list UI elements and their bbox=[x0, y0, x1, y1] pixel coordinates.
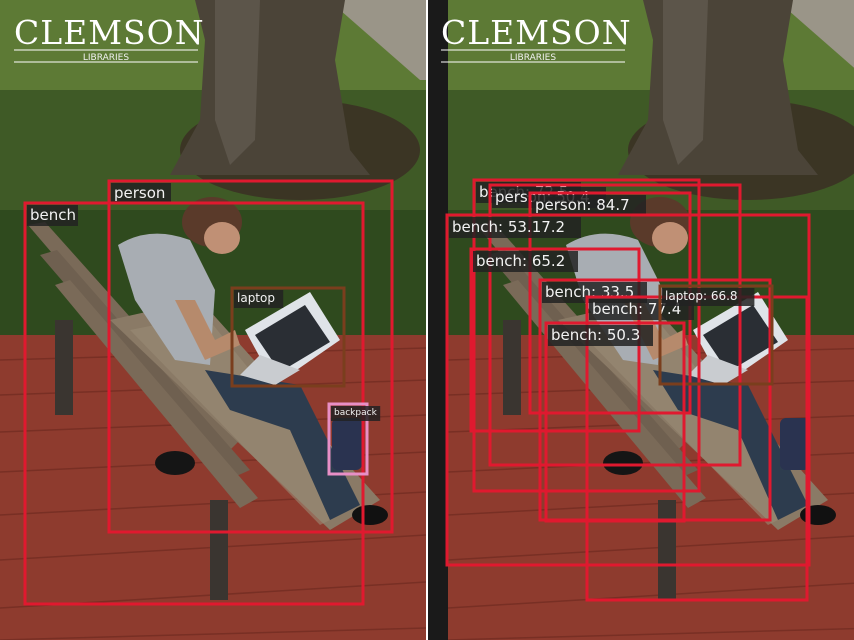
right-detection-label-bg-2 bbox=[532, 195, 646, 216]
left-detection-label-bg-2 bbox=[234, 290, 284, 308]
left-detection-label-1: bench bbox=[30, 206, 76, 224]
left-detections: person bench laptop backpack bbox=[23, 179, 394, 606]
right-detection-label-bg-7 bbox=[662, 288, 755, 306]
right-detection-label-4: bench: 65.2 bbox=[476, 252, 565, 270]
svg-text:LIBRARIES: LIBRARIES bbox=[510, 53, 556, 63]
left-detection-label-2: laptop bbox=[237, 291, 275, 305]
right-detection-label-bg-3 bbox=[449, 217, 581, 238]
left-detection-label-0: person bbox=[114, 184, 165, 202]
right-detection-label-bg-8 bbox=[548, 325, 653, 346]
left-detection-box-2 bbox=[230, 286, 346, 388]
right-detection-box-3 bbox=[445, 213, 811, 567]
right-detections: bench: 72.5person: 50.4person: 84.7bench… bbox=[445, 178, 811, 602]
right-detection-label-bg-4 bbox=[473, 251, 578, 272]
svg-text:CLEMSON: CLEMSON bbox=[14, 13, 205, 52]
left-detection-box-3 bbox=[327, 402, 369, 476]
right-detection-label-7: laptop: 66.8 bbox=[665, 289, 738, 303]
left-detection-label-bg-3 bbox=[331, 406, 381, 421]
right-detection-box-8 bbox=[544, 321, 686, 523]
panel-divider bbox=[426, 0, 428, 640]
left-detection-box-0 bbox=[107, 179, 394, 534]
clemson-logo-left: CLEMSON LIBRARIES bbox=[14, 13, 205, 63]
svg-text:LIBRARIES: LIBRARIES bbox=[83, 53, 129, 63]
right-detection-label-2: person: 84.7 bbox=[535, 196, 630, 214]
right-detection-box-7 bbox=[658, 284, 774, 386]
right-detection-label-8: bench: 50.3 bbox=[551, 326, 640, 344]
left-detection-label-bg-0 bbox=[111, 183, 171, 204]
right-detection-label-3: bench: 53.17.2 bbox=[452, 218, 565, 236]
svg-text:CLEMSON: CLEMSON bbox=[441, 13, 632, 52]
right-detection-box-1 bbox=[488, 183, 742, 467]
clemson-logo-right: CLEMSON LIBRARIES bbox=[441, 13, 632, 63]
left-detection-label-3: backpack bbox=[334, 408, 378, 418]
left-detection-label-bg-1 bbox=[27, 205, 78, 226]
